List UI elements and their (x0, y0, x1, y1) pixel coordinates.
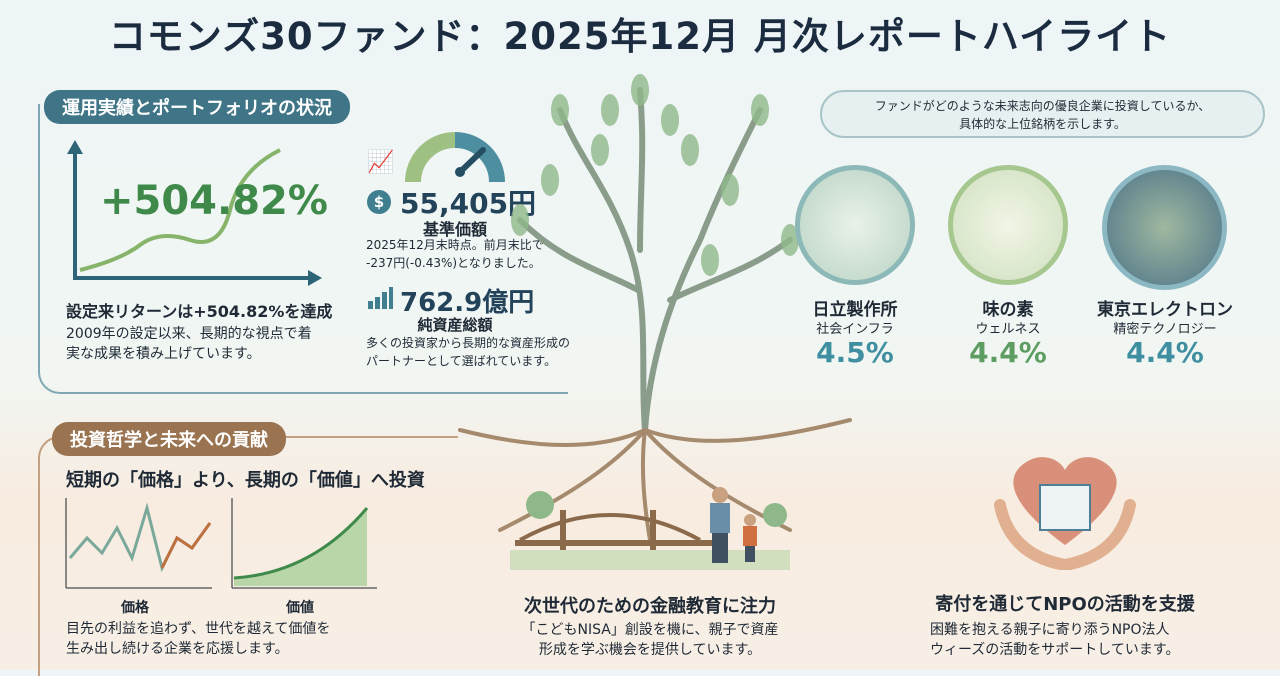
holding-sector: 精密テクノロジー (1113, 322, 1217, 337)
holding-weight: 4.4% (1126, 336, 1204, 369)
price-chart (65, 498, 212, 589)
holdings-intro-box: ファンドがどのような未来志向の優良企業に投資しているか、 具体的な上位銘柄を示し… (820, 90, 1265, 138)
education-heading: 次世代のための金融教育に注力 (524, 596, 776, 617)
philosophy-desc-2: 生み出し続ける企業を応援します。 (66, 641, 289, 657)
donation-desc-1: 困難を抱える親子に寄り添うNPO法人 (930, 622, 1170, 638)
value-chart (231, 498, 377, 589)
dollar-icon: $ (367, 190, 391, 214)
nav-label: 基準価額 (422, 220, 487, 239)
holding-name: 日立製作所 (812, 300, 898, 320)
aum-label: 純資産総額 (417, 316, 493, 334)
holding-sector: ウェルネス (975, 322, 1041, 337)
return-heading: 設定来リターンは+504.82%を達成 (66, 302, 333, 321)
return-line (79, 148, 281, 272)
donation-desc-2: ウィーズの活動をサポートしています。 (930, 642, 1180, 658)
return-desc-1: 2009年の設定以来、長期的な視点で着 (66, 326, 312, 342)
return-big-value: +504.82% (100, 178, 328, 224)
philosophy-desc-1: 目先の利益を追わず、世代を越えて価値を (66, 621, 331, 637)
performance-frame (38, 104, 568, 394)
return-chart (67, 140, 322, 286)
city-icon (795, 165, 915, 285)
aum-value: 762.9億円 (400, 288, 535, 318)
price-value-charts (65, 498, 377, 589)
chip-icon (1102, 165, 1227, 290)
holding-weight: 4.5% (816, 336, 894, 369)
philosophy-heading: 短期の「価格」より、長期の「価値」へ投資 (66, 470, 425, 491)
holding-name: 東京エレクトロン (1097, 300, 1233, 320)
education-desc-2: 形成を学ぶ機会を提供しています。 (538, 642, 762, 658)
heart-hands-icon (948, 165, 1068, 285)
aum-desc-2: パートナーとして選ばれています。 (366, 354, 557, 368)
holding-name: 味の素 (982, 300, 1034, 320)
holding-card-hitachi: 日立製作所 社会インフラ 4.5% (785, 150, 935, 380)
philosophy-section-label: 投資哲学と未来への貢献 (52, 422, 286, 456)
nav-desc-1: 2025年12月末時点。前月末比で (366, 238, 544, 252)
holding-card-ajinomoto: 味の素 ウェルネス 4.4% (935, 150, 1085, 380)
value-label: 価値 (286, 600, 314, 616)
bar-chart-icon (368, 287, 393, 309)
holding-card-tel: 東京エレクトロン 精密テクノロジー 4.4% (1090, 150, 1260, 380)
education-desc-1: 「こどもNISA」創設を機に、親子で資産 (521, 622, 779, 638)
aum-desc-1: 多くの投資家から長期的な資産形成の (366, 336, 571, 350)
holdings-intro-2: 具体的な上位銘柄を示します。 (959, 117, 1126, 131)
gauge-icon (405, 132, 505, 183)
donation-heading: 寄付を通じてNPOの活動を支援 (935, 594, 1195, 615)
holdings-intro-1: ファンドがどのような未来志向の優良企業に投資しているか、 (874, 99, 1211, 113)
holding-weight: 4.4% (969, 336, 1047, 369)
page-title: コモンズ30ファンド：2025年12月 月次レポートハイライト (108, 15, 1172, 58)
tree-illustration (458, 74, 852, 540)
chart-growth-icon: 📈 (367, 150, 395, 175)
heart-building-icon (994, 457, 1136, 570)
return-desc-2: 実な成果を積み上げています。 (66, 346, 261, 362)
nav-desc-2: -237円(-0.43%)となりました。 (366, 256, 541, 270)
holding-sector: 社会インフラ (816, 322, 894, 337)
performance-section-label: 運用実績とポートフォリオの状況 (44, 90, 350, 124)
price-label: 価格 (121, 600, 149, 616)
bridge-family-illustration (510, 487, 790, 570)
